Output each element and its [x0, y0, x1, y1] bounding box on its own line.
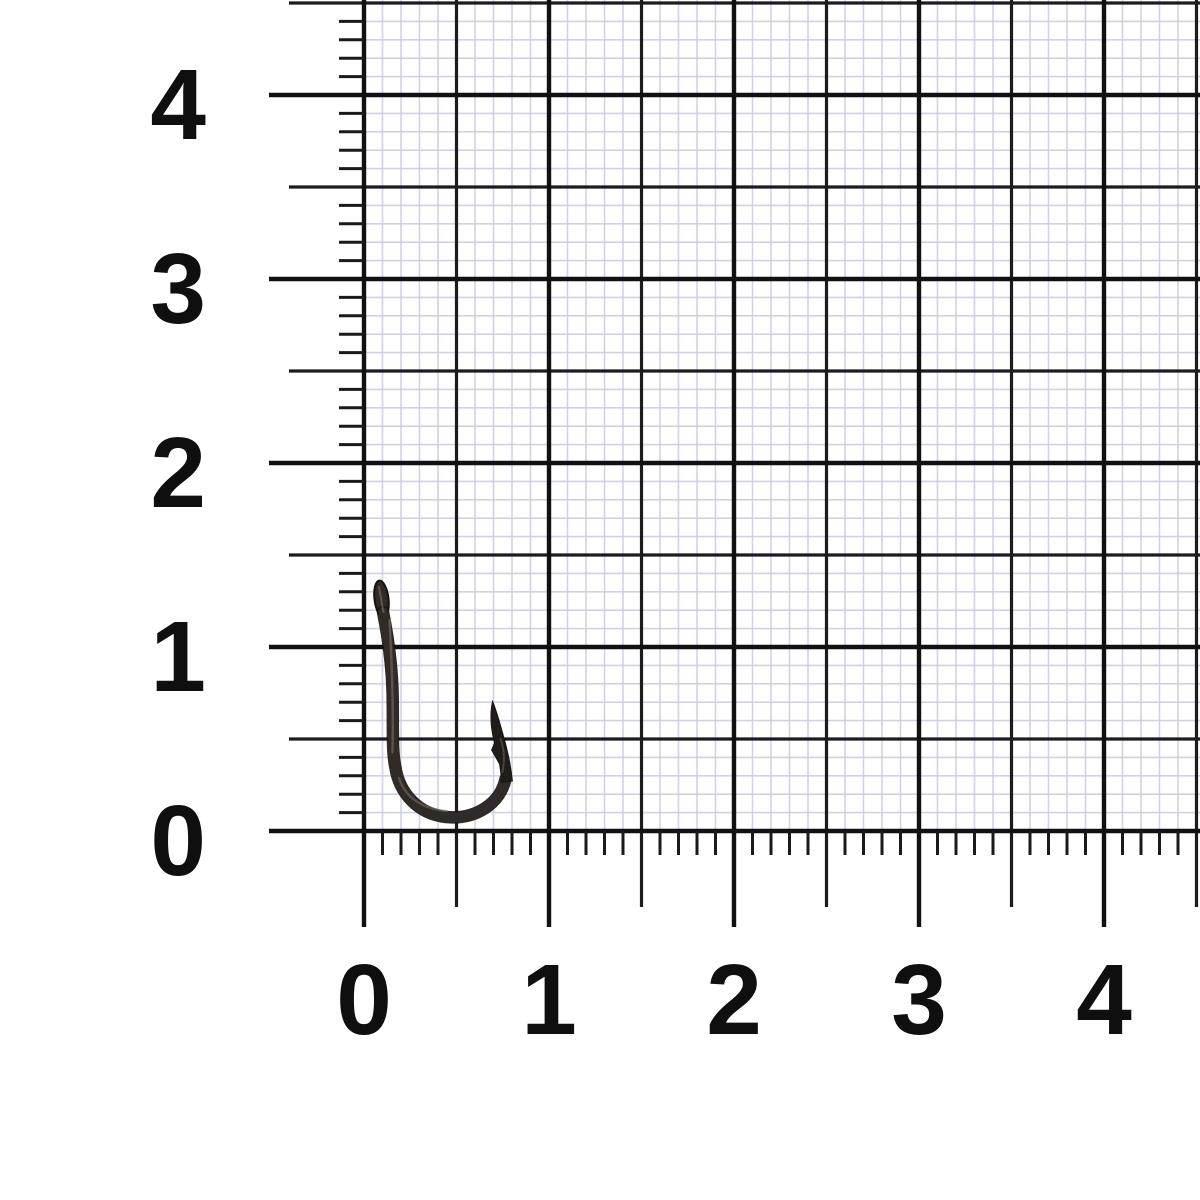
- y-axis-tick-label: 3: [150, 233, 206, 345]
- ruler-minor-ticks: [339, 19, 1180, 855]
- minor-grid-lines: [364, 0, 1200, 831]
- y-axis-tick-label: 0: [150, 785, 206, 897]
- x-axis-tick-label: 1: [521, 944, 577, 1056]
- x-axis-tick-label: 4: [1076, 944, 1132, 1056]
- y-axis-tick-label: 2: [150, 417, 206, 529]
- hook-highlight-bend: [397, 776, 449, 813]
- fishing-hook: [373, 579, 513, 824]
- x-axis-tick-label: 0: [336, 944, 392, 1056]
- hook-highlight-point: [499, 738, 505, 773]
- hook-point-and-barb: [490, 699, 513, 783]
- half-unit-grid-lines: [289, 0, 1200, 907]
- x-axis-tick-label: 3: [891, 944, 947, 1056]
- x-axis-tick-label: 2: [706, 944, 762, 1056]
- hook-highlight-shank: [388, 618, 394, 754]
- y-axis-tick-label: 1: [150, 601, 206, 713]
- major-grid-lines: [269, 0, 1200, 927]
- hook-highlight-spade: [378, 586, 385, 613]
- y-axis-tick-label: 4: [150, 49, 206, 161]
